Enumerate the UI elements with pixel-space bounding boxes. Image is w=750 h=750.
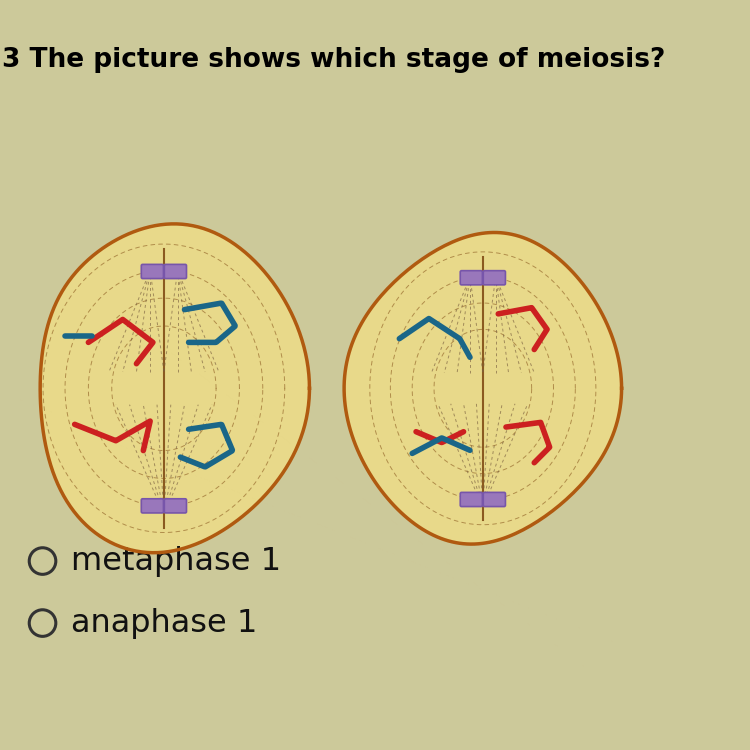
Polygon shape <box>40 224 310 553</box>
FancyBboxPatch shape <box>460 493 482 506</box>
FancyBboxPatch shape <box>141 499 164 513</box>
FancyBboxPatch shape <box>141 265 164 278</box>
Text: metaphase 1: metaphase 1 <box>71 545 281 577</box>
FancyBboxPatch shape <box>483 271 506 285</box>
FancyBboxPatch shape <box>164 265 187 278</box>
Text: 3 The picture shows which stage of meiosis?: 3 The picture shows which stage of meios… <box>2 47 665 74</box>
Polygon shape <box>344 232 622 544</box>
FancyBboxPatch shape <box>164 499 187 513</box>
Text: anaphase 1: anaphase 1 <box>71 608 257 638</box>
FancyBboxPatch shape <box>483 493 506 506</box>
FancyBboxPatch shape <box>460 271 482 285</box>
